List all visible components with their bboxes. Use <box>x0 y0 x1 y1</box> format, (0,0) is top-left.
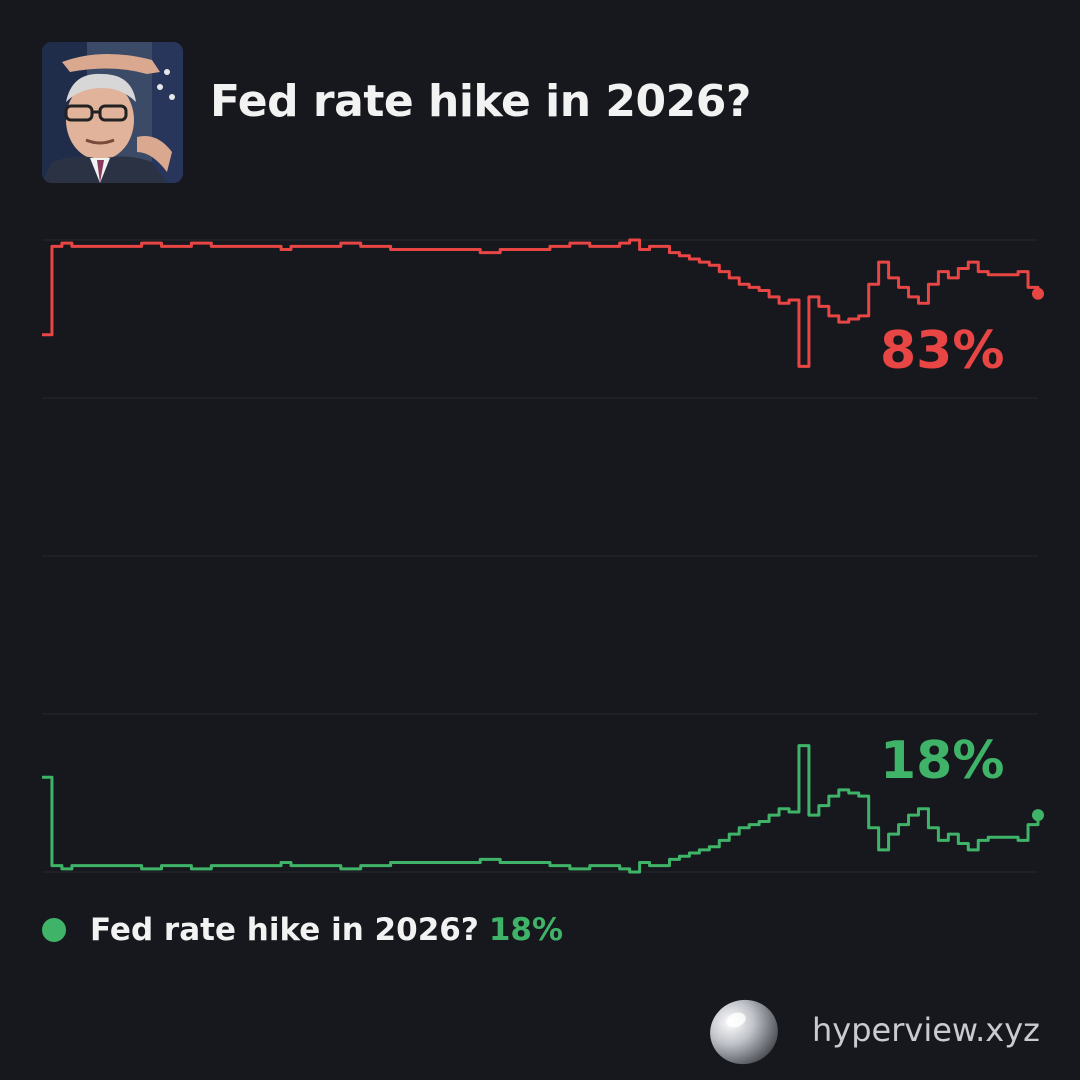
series-end-point <box>1032 809 1044 822</box>
series-value-label: 83% <box>880 321 1004 381</box>
page-title: Fed rate hike in 2026? <box>210 76 751 127</box>
speaker-avatar <box>42 42 183 183</box>
chart-no: 18% <box>42 713 1044 874</box>
brand-name: hyperview.xyz <box>812 1011 1040 1049</box>
legend-value: 18% <box>488 912 564 948</box>
series-end-point <box>1032 287 1044 300</box>
brand[interactable]: hyperview.xyz <box>706 992 1040 1068</box>
legend: Fed rate hike in 2026? 18% <box>42 908 563 952</box>
series-line <box>42 238 1040 368</box>
legend-name: Fed rate hike in 2026? <box>90 912 479 948</box>
charts-area: 83% 18% <box>42 238 1044 874</box>
series-value-label: 18% <box>880 731 1004 791</box>
chart-yes: 83% <box>42 238 1044 557</box>
speaker-photo <box>42 42 183 183</box>
legend-dot <box>42 918 66 942</box>
brand-logo-icon <box>710 999 778 1065</box>
series-line <box>42 744 1040 874</box>
